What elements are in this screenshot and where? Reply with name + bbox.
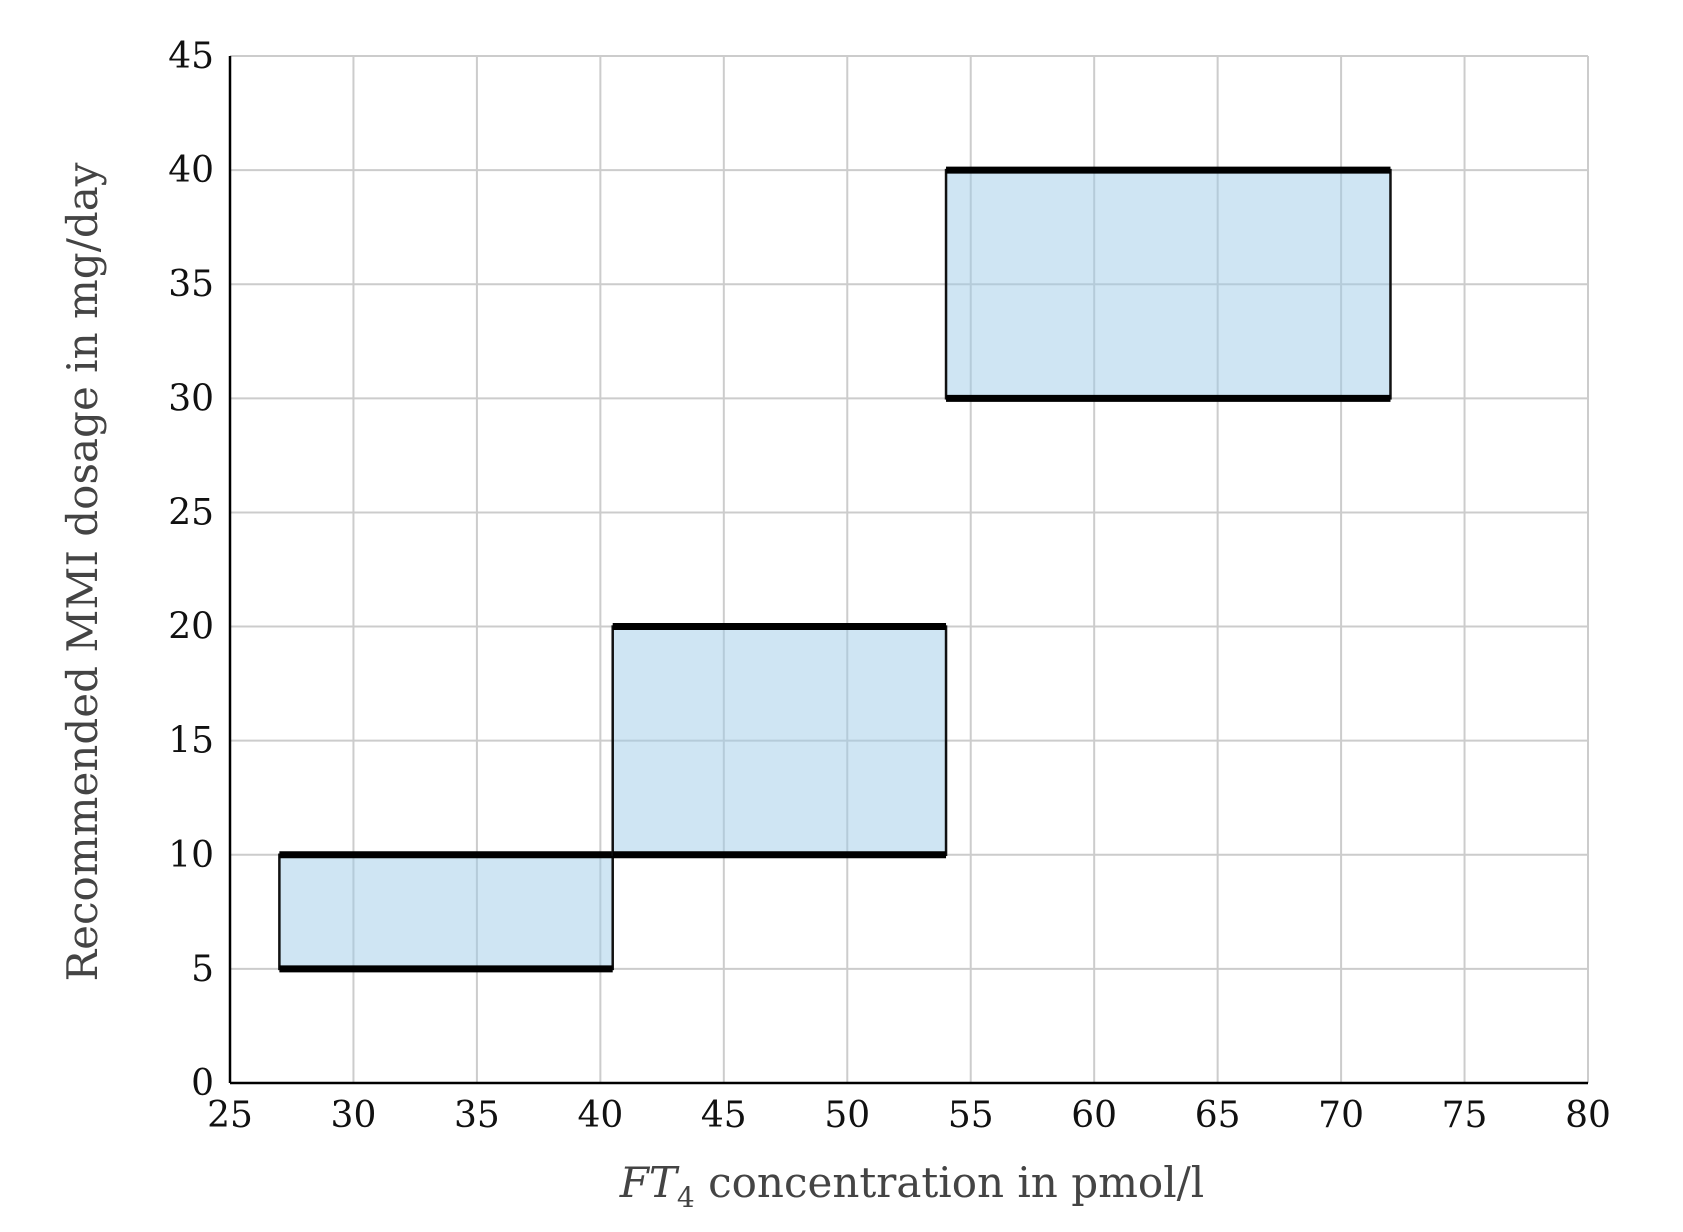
dosage-range-2 (611, 623, 948, 859)
x-tick-label: 40 (577, 1095, 623, 1136)
dosage-range-box (611, 625, 948, 857)
dosage-range-box (278, 853, 614, 971)
y-tick-label: 10 (168, 835, 214, 876)
x-tick-label: 60 (1071, 1095, 1117, 1136)
tick-labels: 25 30 35 40 45 50 55 60 65 70 75 80 0 5 10 15 20 25 30 35 40… (168, 36, 1611, 1136)
x-tick-label: 70 (1318, 1095, 1364, 1136)
y-tick-label: 5 (191, 949, 214, 990)
y-tick-label: 20 (168, 607, 214, 648)
x-axis-label: FT4 concentration in pmol/l (619, 1158, 1204, 1214)
y-axis-label: Recommended MMI dosage in mg/day (58, 162, 107, 981)
y-tick-label: 25 (168, 492, 214, 533)
y-tick-label: 30 (168, 378, 214, 419)
x-tick-label: 45 (701, 1095, 747, 1136)
x-tick-label: 55 (948, 1095, 994, 1136)
dosage-range-1 (278, 851, 614, 973)
y-tick-label: 45 (168, 36, 214, 77)
x-tick-label: 75 (1442, 1095, 1488, 1136)
x-tick-label: 35 (454, 1095, 500, 1136)
dosage-range-3 (944, 166, 1392, 402)
x-tick-label: 25 (207, 1095, 253, 1136)
y-tick-label: 15 (168, 721, 214, 762)
x-tick-label: 80 (1565, 1095, 1611, 1136)
y-tick-label: 40 (168, 150, 214, 191)
y-tick-label: 35 (168, 264, 214, 305)
dosage-range-box (944, 168, 1392, 400)
axes (228, 56, 1588, 1085)
x-tick-label: 65 (1195, 1095, 1241, 1136)
x-tick-label: 30 (331, 1095, 377, 1136)
x-tick-label: 50 (824, 1095, 870, 1136)
y-tick-label: 0 (191, 1063, 214, 1104)
dosage-ranges (278, 166, 1392, 973)
